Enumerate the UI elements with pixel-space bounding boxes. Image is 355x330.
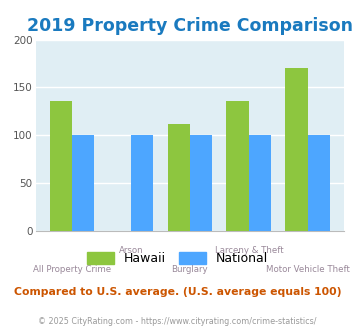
Bar (50, 101, 72, 231)
Legend: Hawaii, National: Hawaii, National (82, 247, 273, 270)
Bar (285, 68, 308, 231)
Text: Motor Vehicle Theft: Motor Vehicle Theft (266, 265, 350, 275)
Text: All Property Crime: All Property Crime (33, 265, 111, 275)
Text: Arson: Arson (119, 246, 143, 255)
Bar (72, 135, 94, 231)
Text: Burglary: Burglary (171, 265, 208, 275)
Bar (249, 135, 271, 231)
Bar (168, 124, 190, 231)
Bar (190, 135, 212, 231)
Title: 2019 Property Crime Comparison: 2019 Property Crime Comparison (27, 17, 353, 35)
Text: Larceny & Theft: Larceny & Theft (215, 246, 283, 255)
Bar (226, 101, 249, 231)
Bar (131, 135, 153, 231)
Text: © 2025 CityRating.com - https://www.cityrating.com/crime-statistics/: © 2025 CityRating.com - https://www.city… (38, 317, 317, 326)
Bar (308, 135, 330, 231)
Text: Compared to U.S. average. (U.S. average equals 100): Compared to U.S. average. (U.S. average … (14, 287, 341, 297)
